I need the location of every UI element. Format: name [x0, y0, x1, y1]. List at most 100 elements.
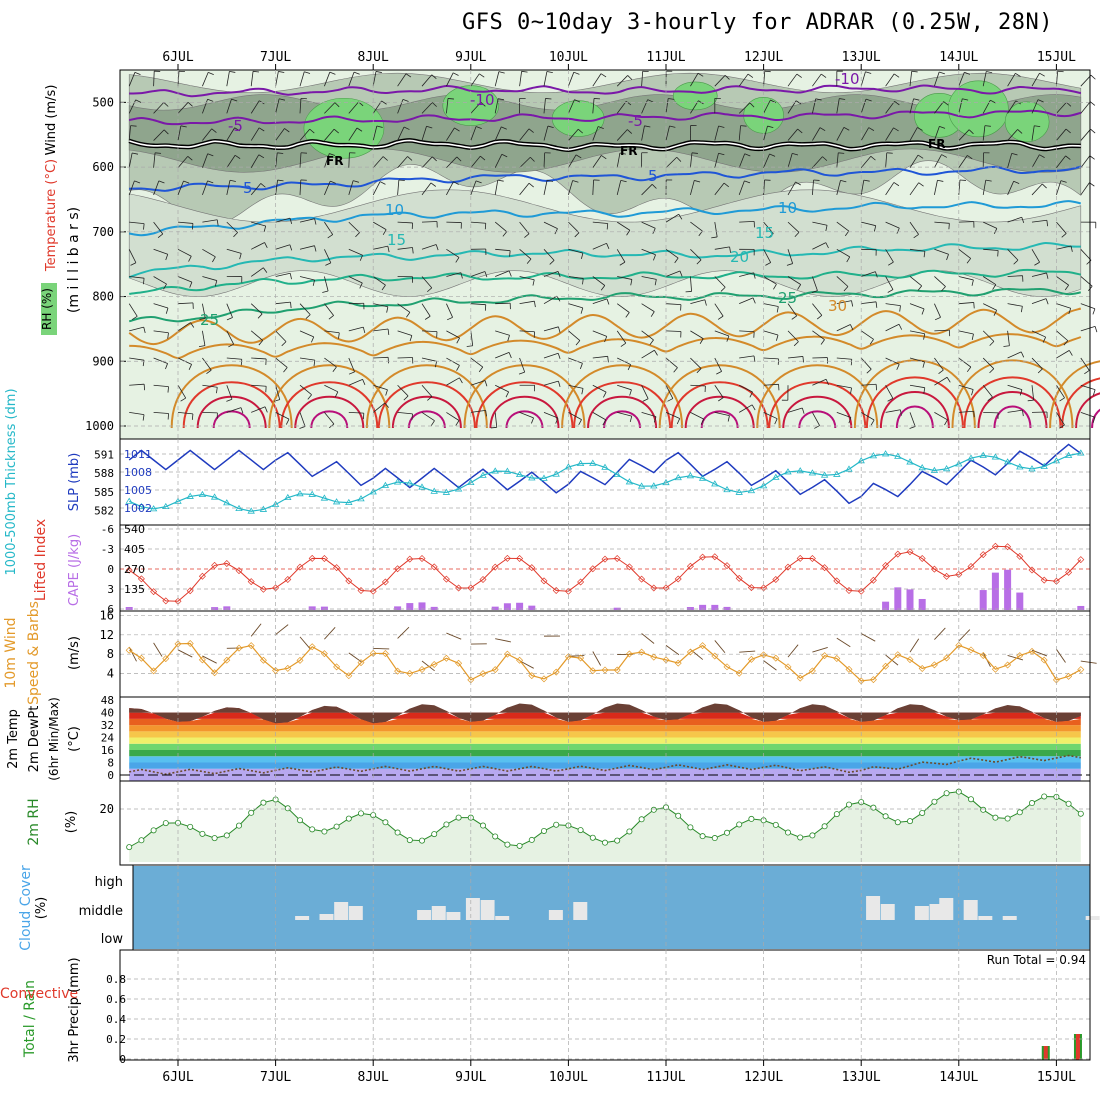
- wind-barb: [714, 222, 718, 237]
- wind-barb-flag: [490, 426, 497, 429]
- rh2m-point: [345, 815, 352, 822]
- wind-barb-flag: [753, 272, 756, 279]
- rh2m-point: [894, 819, 901, 826]
- lifted-index-point: [552, 586, 560, 594]
- rh2m-point: [333, 823, 340, 830]
- rh2m-point: [650, 806, 657, 813]
- surface-temp-contour: [798, 410, 837, 429]
- wind-barb-flag: [526, 258, 532, 264]
- wind-barb-flag: [602, 419, 607, 426]
- wind-barb-flag: [1066, 101, 1072, 107]
- wind-barb-flag: [697, 72, 704, 77]
- wind-barb: [568, 154, 577, 168]
- wind-barb: [543, 180, 548, 196]
- wind-barb: [1080, 182, 1090, 196]
- wind-barb-flag: [356, 127, 363, 132]
- wind-barb-flag: [307, 394, 312, 400]
- lifted-index-point: [1028, 566, 1036, 574]
- wind-barb-flag: [968, 129, 974, 135]
- rh2m-point: [516, 842, 523, 849]
- wind-barb-flag: [382, 229, 387, 236]
- thickness-point: [1028, 465, 1036, 472]
- wind10-point: [808, 667, 816, 675]
- wind-barb-flag: [626, 230, 631, 236]
- precip-tick-label: 0: [119, 1053, 126, 1066]
- wind-barb: [1056, 128, 1067, 141]
- wind-barb: [739, 221, 755, 223]
- wind-barb-flag: [863, 179, 870, 182]
- wind-barb: [226, 155, 236, 168]
- wind-barb-flag: [310, 336, 315, 343]
- wind-barb-flag: [966, 366, 972, 373]
- wind-barb: [299, 245, 315, 250]
- wind-barb: [568, 248, 584, 254]
- wind-barb: [909, 303, 925, 310]
- wind-barb-flag: [188, 364, 192, 370]
- wind-barb: [836, 248, 850, 258]
- wind-barb: [885, 276, 894, 290]
- wind-barb: [543, 380, 559, 386]
- wind-barb: [690, 357, 702, 369]
- lifted-index-point: [491, 563, 499, 571]
- wind-barb: [397, 357, 413, 359]
- wind-barb: [934, 221, 950, 224]
- wind-barb: [275, 152, 278, 168]
- wind-barb-flag: [264, 406, 268, 413]
- thickness-point: [320, 494, 329, 501]
- wind-barb: [153, 221, 164, 235]
- wind-barb: [128, 152, 133, 168]
- surface-temp-contour: [963, 376, 1062, 429]
- wind-barb: [787, 181, 796, 196]
- li-tick-label: 3: [107, 583, 114, 596]
- wind-barb: [836, 300, 852, 305]
- wind-barb-flag: [407, 156, 413, 161]
- wind-barb-flag: [398, 179, 405, 181]
- wind-barb-flag: [1019, 389, 1023, 396]
- wind-barb-flag: [873, 225, 877, 232]
- wind10-point: [1016, 652, 1024, 660]
- surface-temp-contour: [561, 364, 684, 429]
- wind-barb-flag: [775, 334, 779, 341]
- wind-barb: [812, 156, 823, 169]
- temp-contour-label: -5: [228, 117, 243, 135]
- wind-barb-flag: [875, 271, 878, 278]
- wind-barb: [153, 357, 168, 364]
- wind-barb-flag: [923, 251, 926, 258]
- wind-barb: [397, 247, 413, 250]
- wind-barb-flag: [843, 286, 849, 292]
- precip-tick-label: 0.2: [106, 1033, 126, 1046]
- lifted-index-point: [1004, 543, 1012, 551]
- thickness-point: [247, 507, 255, 514]
- wind10-point: [259, 656, 267, 664]
- rh2m-point: [748, 815, 755, 822]
- wind-barb: [836, 98, 840, 114]
- wind-barb: [348, 152, 350, 168]
- wind-barb-flag: [943, 101, 949, 106]
- lifted-index-point: [137, 575, 145, 583]
- wind-barb: [812, 221, 828, 226]
- wind-barb: [568, 303, 583, 309]
- wind-barb-flag: [627, 364, 632, 371]
- wind-barb: [787, 276, 801, 285]
- wind-barb-flag: [180, 125, 187, 128]
- wind10-point: [223, 656, 231, 664]
- wind-barb: [958, 248, 971, 259]
- wind-barb-flag: [625, 101, 632, 106]
- rh2m-point: [260, 799, 267, 806]
- wind-barb: [934, 126, 940, 141]
- wind-barb-flag: [278, 71, 285, 73]
- wind-barb: [177, 125, 182, 141]
- wind-barb-flag: [603, 391, 607, 398]
- wind-barb: [372, 221, 387, 230]
- thickness-point: [796, 467, 804, 474]
- wind-barb-flag: [986, 71, 993, 74]
- wind-barb-flag: [694, 180, 701, 183]
- wind-barb: [861, 221, 876, 227]
- wind-barb: [665, 412, 680, 419]
- slp-line: [128, 443, 1082, 505]
- cloud-block: [866, 896, 881, 920]
- wind-barb: [372, 402, 386, 413]
- wind-barb: [299, 152, 302, 168]
- wind-barb: [202, 128, 213, 141]
- rh2m-point: [699, 833, 706, 840]
